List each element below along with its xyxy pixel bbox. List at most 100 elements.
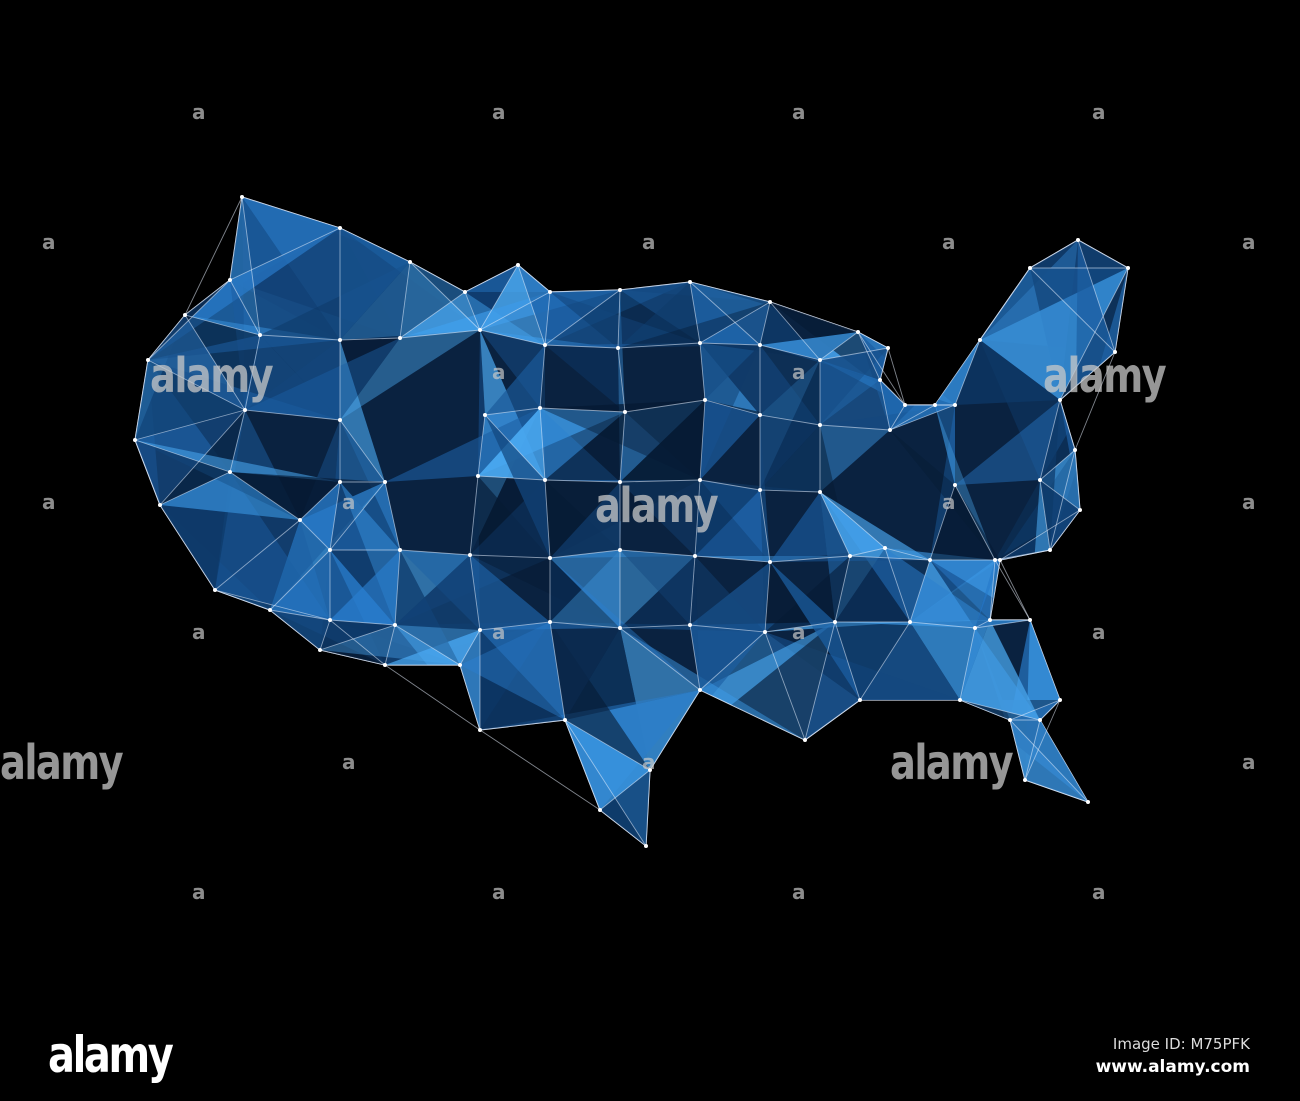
mesh-facet bbox=[550, 558, 700, 690]
alamy-mark: a bbox=[492, 100, 506, 124]
mesh-edge bbox=[689, 281, 701, 344]
mesh-facet bbox=[760, 360, 820, 425]
mesh-node bbox=[616, 346, 620, 350]
mesh-node bbox=[1058, 398, 1062, 402]
mesh-edge bbox=[329, 619, 386, 666]
mesh-edge bbox=[269, 609, 321, 651]
alamy-watermark: alamy bbox=[150, 348, 274, 404]
mesh-edge bbox=[759, 489, 821, 493]
mesh-edge bbox=[469, 554, 551, 559]
mesh-facet bbox=[760, 415, 820, 490]
mesh-edge bbox=[469, 554, 481, 631]
mesh-edge bbox=[759, 489, 771, 563]
mesh-node bbox=[243, 408, 247, 412]
mesh-edge bbox=[819, 331, 859, 361]
mesh-facet bbox=[245, 338, 400, 420]
mesh-facet bbox=[820, 492, 930, 560]
mesh-node bbox=[298, 518, 302, 522]
mesh-edge bbox=[517, 264, 546, 346]
alamy-mark: a bbox=[642, 230, 656, 254]
mesh-edge bbox=[479, 329, 546, 346]
mesh-node bbox=[933, 403, 937, 407]
mesh-node bbox=[543, 478, 547, 482]
mesh-node bbox=[258, 333, 262, 337]
mesh-facet bbox=[935, 405, 955, 485]
mesh-node bbox=[268, 608, 272, 612]
mesh-edge bbox=[849, 547, 886, 557]
mesh-edge bbox=[244, 334, 261, 411]
mesh-edge bbox=[704, 399, 761, 416]
mesh-edges bbox=[134, 196, 1129, 847]
mesh-node bbox=[338, 226, 342, 230]
alamy-mark: a bbox=[942, 230, 956, 254]
mesh-edge bbox=[889, 404, 956, 431]
mesh-edge bbox=[479, 719, 566, 731]
mesh-edge bbox=[477, 414, 486, 477]
mesh-facet bbox=[910, 620, 990, 700]
mesh-facet bbox=[135, 440, 300, 520]
alamy-mark: a bbox=[942, 490, 956, 514]
mesh-facet bbox=[340, 262, 410, 340]
mesh-edge bbox=[884, 547, 931, 561]
mesh-edge bbox=[484, 407, 541, 416]
mesh-edge bbox=[409, 261, 466, 293]
mesh-node bbox=[648, 768, 652, 772]
mesh-facet bbox=[618, 290, 625, 412]
mesh-node bbox=[476, 474, 480, 478]
mesh-facet bbox=[760, 425, 820, 492]
mesh-facet bbox=[935, 405, 995, 560]
mesh-node bbox=[1086, 800, 1090, 804]
mesh-facet bbox=[480, 630, 565, 730]
mesh-node bbox=[858, 698, 862, 702]
mesh-facet bbox=[540, 408, 620, 482]
mesh-node bbox=[988, 618, 992, 622]
mesh-facet bbox=[620, 628, 805, 740]
mesh-edge bbox=[184, 314, 261, 336]
mesh-facet bbox=[820, 425, 890, 492]
mesh-edge bbox=[889, 404, 936, 431]
mesh-facet bbox=[460, 622, 565, 720]
mesh-node bbox=[213, 588, 217, 592]
alamy-mark: a bbox=[42, 490, 56, 514]
mesh-node bbox=[1078, 508, 1082, 512]
mesh-node bbox=[563, 718, 567, 722]
mesh-facet bbox=[820, 348, 888, 425]
mesh-edge bbox=[619, 411, 626, 483]
alamy-mark: a bbox=[1092, 880, 1106, 904]
mesh-node bbox=[644, 844, 648, 848]
mesh-edge bbox=[339, 419, 386, 483]
mesh-edge bbox=[994, 559, 1031, 621]
alamy-mark: a bbox=[342, 750, 356, 774]
alamy-mark: a bbox=[1242, 230, 1256, 254]
mesh-edge bbox=[399, 549, 471, 556]
mesh-facet bbox=[485, 345, 545, 415]
mesh-edge bbox=[544, 479, 621, 483]
mesh-edge bbox=[479, 729, 601, 811]
mesh-node bbox=[623, 410, 627, 414]
mesh-edge bbox=[484, 414, 546, 481]
mesh-edge bbox=[879, 379, 891, 431]
mesh-facet bbox=[620, 400, 705, 482]
mesh-node bbox=[928, 558, 932, 562]
mesh-edge bbox=[694, 479, 701, 557]
mesh-facet bbox=[540, 408, 700, 480]
alamy-watermark: alamy bbox=[890, 735, 1014, 791]
mesh-edge bbox=[849, 555, 931, 561]
mesh-node bbox=[903, 403, 907, 407]
mesh-node bbox=[703, 398, 707, 402]
mesh-edge bbox=[909, 559, 931, 623]
mesh-node bbox=[183, 313, 187, 317]
mesh-edge bbox=[1059, 351, 1116, 401]
mesh-edge bbox=[244, 409, 341, 421]
mesh-edge bbox=[339, 227, 411, 263]
mesh-edge bbox=[999, 559, 1031, 621]
alamy-mark: a bbox=[192, 880, 206, 904]
mesh-edge bbox=[819, 491, 886, 549]
mesh-edge bbox=[299, 519, 331, 551]
mesh-edge bbox=[477, 475, 546, 481]
mesh-edge bbox=[384, 624, 396, 666]
mesh-edge bbox=[1039, 449, 1076, 481]
mesh-node bbox=[908, 620, 912, 624]
mesh-facet bbox=[340, 228, 410, 340]
